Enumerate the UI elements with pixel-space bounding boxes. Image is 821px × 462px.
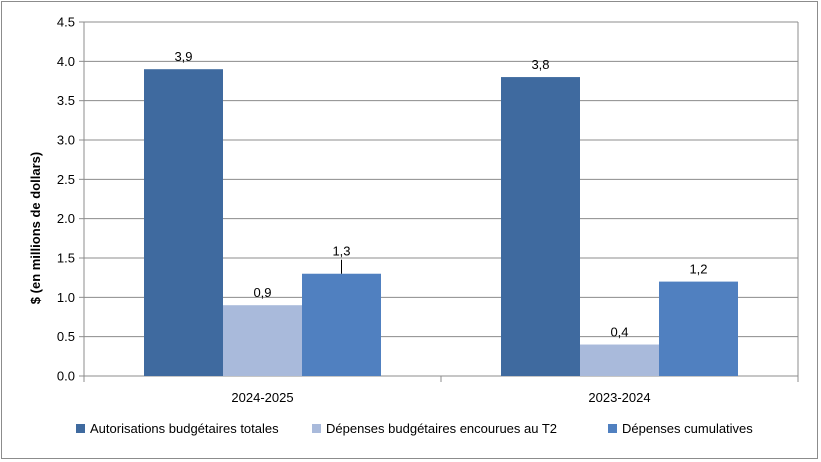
category-labels: 2024-2025 2023-2024 bbox=[231, 390, 650, 405]
data-labels: 3,9 0,9 1,3 3,8 0,4 1,2 bbox=[174, 49, 707, 339]
bar bbox=[302, 273, 381, 376]
y-tick-label: 2.5 bbox=[57, 172, 75, 187]
y-tick-label: 0.0 bbox=[57, 369, 75, 384]
data-label: 3,9 bbox=[174, 49, 192, 64]
y-tick-label: 2.0 bbox=[57, 211, 75, 226]
category-label: 2024-2025 bbox=[231, 390, 293, 405]
legend-swatch bbox=[312, 424, 321, 433]
y-tick-label: 1.5 bbox=[57, 251, 75, 266]
bar bbox=[501, 77, 580, 377]
data-label: 0,9 bbox=[253, 285, 271, 300]
legend-entry: Dépenses cumulatives bbox=[622, 421, 753, 436]
data-label: 1,2 bbox=[689, 262, 707, 277]
y-axis-label: $ (en millions de dollars) bbox=[28, 152, 43, 304]
data-label: 3,8 bbox=[531, 57, 549, 72]
category-label: 2023-2024 bbox=[588, 390, 650, 405]
y-tick-labels: 0.0 0.5 1.0 1.5 2.0 2.5 3.0 3.5 4.0 4.5 bbox=[57, 15, 75, 384]
legend: Autorisations budgétaires totales Dépense… bbox=[76, 421, 753, 436]
y-tick-label: 3.0 bbox=[57, 133, 75, 148]
y-tick-label: 4.5 bbox=[57, 15, 75, 30]
bar bbox=[580, 344, 659, 376]
y-tick-label: 3.5 bbox=[57, 93, 75, 108]
bar bbox=[144, 69, 223, 376]
y-tick-label: 4.0 bbox=[57, 54, 75, 69]
bars bbox=[144, 69, 738, 377]
y-tick-label: 0.5 bbox=[57, 329, 75, 344]
legend-swatch bbox=[608, 424, 617, 433]
data-label: 0,4 bbox=[610, 325, 628, 340]
bar bbox=[659, 281, 738, 376]
y-tick-label: 1.0 bbox=[57, 290, 75, 305]
legend-entry: Dépenses budgétaires encourues au T2 bbox=[326, 421, 557, 436]
legend-entry: Autorisations budgétaires totales bbox=[90, 421, 279, 436]
data-label: 1,3 bbox=[332, 244, 350, 259]
bar bbox=[223, 305, 302, 376]
legend-swatch bbox=[76, 424, 85, 433]
